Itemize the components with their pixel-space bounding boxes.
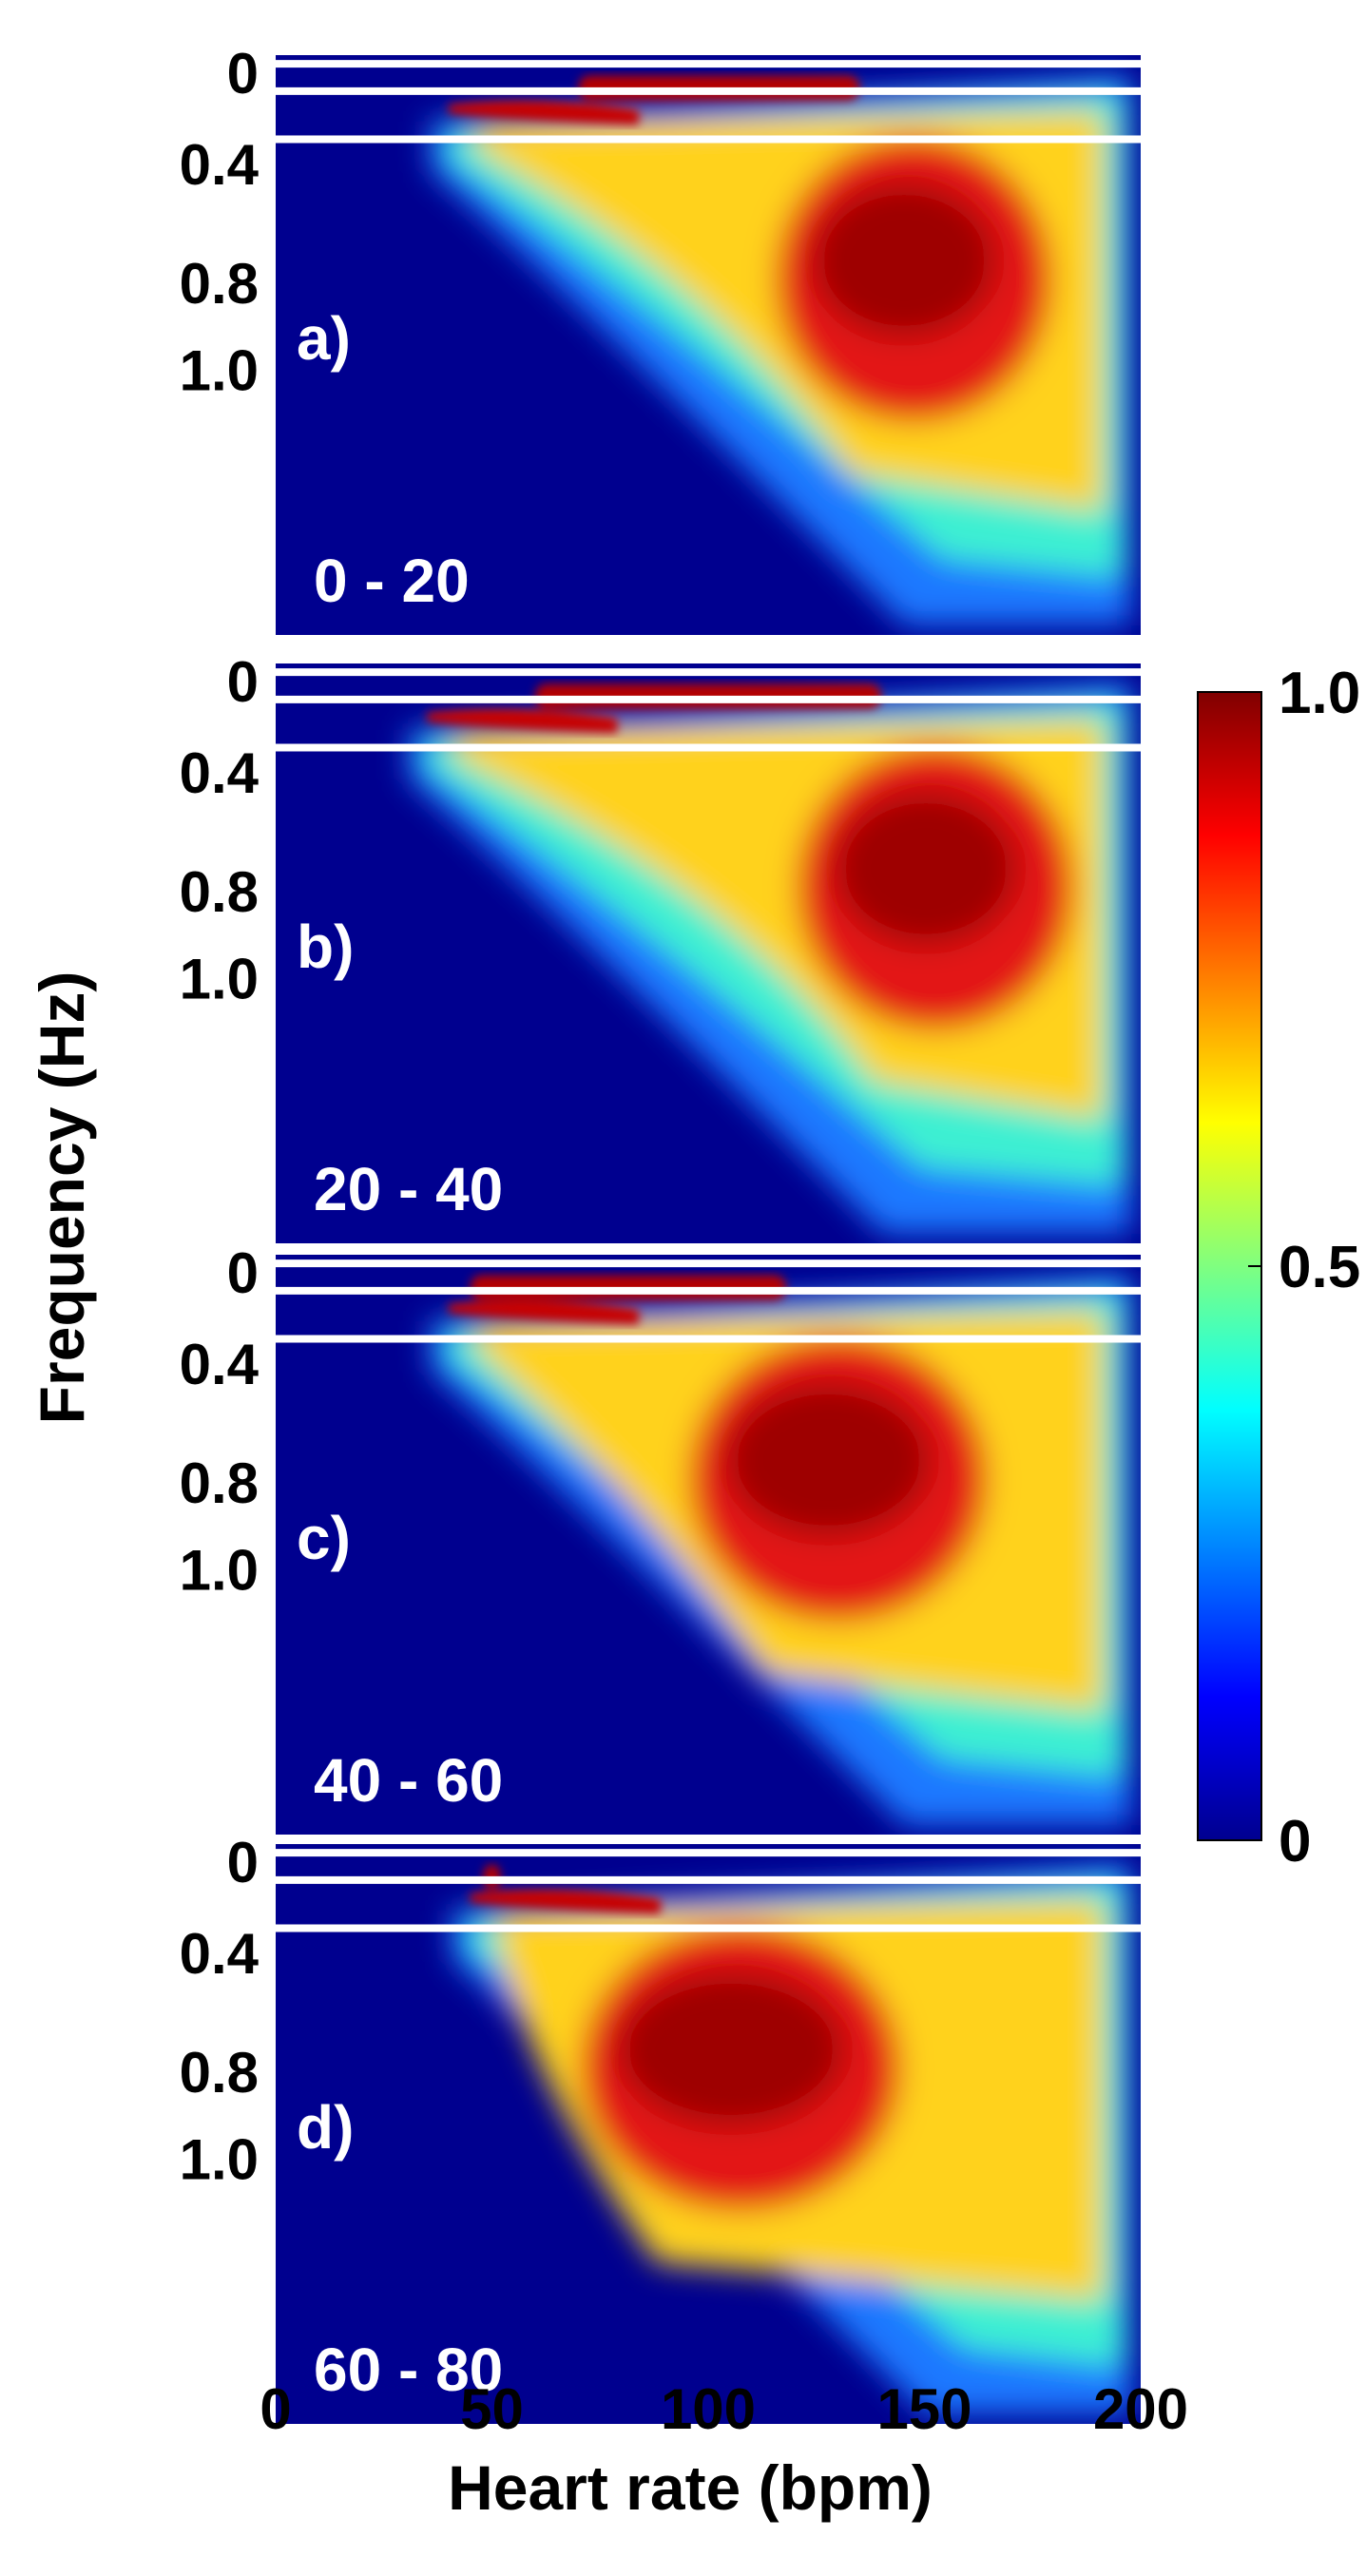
lf-streak [427, 709, 618, 734]
panel-range-label: 60 - 80 [314, 2336, 503, 2404]
power-peak-hf-core [835, 792, 1016, 945]
x-tick-label: 200 [1093, 2377, 1188, 2441]
colorbar-tick-label: 1.0 [1279, 661, 1360, 726]
power-field [408, 682, 1131, 1234]
colorbar: 0 0.5 1.0 [1197, 661, 1360, 1874]
colorbar-ticks: 0 0.5 1.0 [1248, 661, 1360, 1874]
x-tick-label: 150 [876, 2377, 972, 2441]
panel-c [276, 1255, 1141, 1835]
x-axis-label: Heart rate (bpm) [448, 2452, 933, 2523]
lf-streak [449, 101, 639, 125]
lf-streak [449, 1300, 639, 1325]
y-tick-label: 0.8 [180, 252, 259, 316]
panel-b [276, 663, 1141, 1243]
power-peak-hf-core [814, 183, 995, 336]
y-tick-label: 0.8 [180, 860, 259, 924]
panel-range-label: 0 - 20 [314, 547, 470, 615]
panel-a [276, 55, 1141, 635]
y-tick-label: 0.4 [180, 1922, 260, 1986]
panel-label: d) [297, 2093, 354, 2162]
y-tick-label: 0 [227, 1241, 259, 1305]
panel-label: a) [297, 304, 351, 373]
y-tick-label: 0.4 [180, 1333, 260, 1396]
panel-d [276, 1844, 1141, 2424]
power-peak-hf-core [727, 1383, 930, 1536]
y-tick-label: 0 [227, 1831, 259, 1894]
power-field [451, 1863, 1131, 2414]
y-tick-labels: 0 0.4 0.8 1.0 0 0.4 0.8 1.0 0 0.4 0.8 1.0 0 0.4 0.8 1.0 [180, 42, 260, 2191]
y-tick-label: 1.0 [180, 947, 259, 1010]
x-tick-label: 50 [460, 2377, 524, 2441]
y-tick-label: 0 [227, 650, 259, 714]
colorbar-tick-label: 0 [1279, 1809, 1311, 1874]
y-axis-label: Frequency (Hz) [27, 971, 97, 1425]
power-field [430, 1274, 1131, 1825]
x-tick-label: 100 [661, 2377, 756, 2441]
y-tick-label: 0 [227, 42, 259, 106]
x-tick-label: 0 [260, 2377, 291, 2441]
colorbar-tick-label: 0.5 [1279, 1235, 1360, 1300]
power-field [430, 74, 1131, 625]
y-tick-label: 0.4 [180, 741, 260, 805]
y-tick-label: 0.8 [180, 1451, 259, 1515]
y-tick-label: 0.4 [180, 133, 260, 197]
panel-range-label: 20 - 40 [314, 1155, 503, 1223]
y-tick-label: 1.0 [180, 338, 259, 402]
y-tick-label: 1.0 [180, 2127, 259, 2191]
panel-label: b) [297, 913, 354, 981]
power-peak-hf-core [619, 1972, 843, 2125]
panel-label: c) [297, 1504, 351, 1572]
heatmap-panels: a) 0 - 20 b) 20 - 40 c) 40 - 60 d) 60 - 80 [276, 55, 1141, 2424]
panel-range-label: 40 - 60 [314, 1746, 503, 1815]
y-tick-label: 0.8 [180, 2041, 259, 2105]
x-tick-labels: 0 50 100 150 200 [260, 2377, 1188, 2441]
y-tick-label: 1.0 [180, 1538, 259, 1602]
lf-streak [470, 1890, 661, 1914]
